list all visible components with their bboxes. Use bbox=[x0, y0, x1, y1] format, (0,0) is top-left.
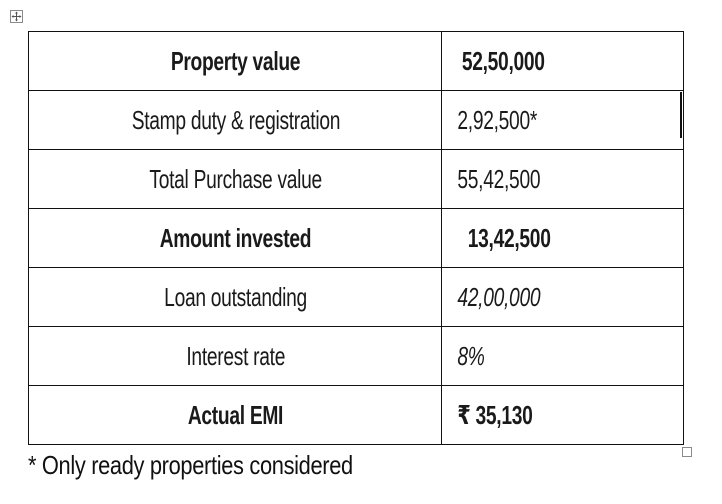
row-value: 13,42,500 bbox=[466, 222, 550, 253]
table-cell-value[interactable]: ₹ 35,130 bbox=[455, 385, 670, 445]
table-row: Total Purchase value 55,42,500 bbox=[29, 149, 684, 209]
table-move-handle-icon[interactable] bbox=[10, 10, 23, 23]
row-label: Amount invested bbox=[159, 222, 311, 253]
table-cell-label[interactable]: Interest rate bbox=[52, 326, 418, 386]
table-cell-value[interactable]: 8% bbox=[455, 326, 670, 386]
table-cell-label[interactable]: Amount invested bbox=[52, 208, 418, 268]
row-value: 52,50,000 bbox=[460, 45, 544, 76]
table-row: Actual EMI ₹ 35,130 bbox=[29, 385, 684, 445]
table-cell-value[interactable]: 52,50,000 bbox=[455, 31, 670, 91]
text-cursor bbox=[680, 92, 682, 138]
row-label: Actual EMI bbox=[187, 399, 283, 430]
row-value: ₹ 35,130 bbox=[456, 399, 532, 430]
table-cell-label[interactable]: Property value bbox=[52, 31, 418, 91]
row-label: Stamp duty & registration bbox=[130, 104, 340, 135]
table-cell-label[interactable]: Loan outstanding bbox=[52, 267, 418, 327]
table-cell-label[interactable]: Total Purchase value bbox=[52, 149, 418, 209]
property-investment-table: Property value 52,50,000 Stamp duty & re… bbox=[28, 31, 684, 445]
table-row: Interest rate 8% bbox=[29, 326, 684, 386]
table-cell-value[interactable]: 42,00,000 bbox=[455, 267, 670, 327]
table-cell-label[interactable]: Actual EMI bbox=[52, 385, 418, 445]
row-label: Total Purchase value bbox=[148, 163, 322, 194]
row-value: 42,00,000 bbox=[456, 281, 540, 312]
table-resize-handle-icon[interactable] bbox=[682, 447, 692, 457]
row-value: 8% bbox=[456, 340, 484, 371]
table-row: Stamp duty & registration 2,92,500* bbox=[29, 90, 684, 150]
table-cell-label[interactable]: Stamp duty & registration bbox=[52, 90, 418, 150]
row-value: 2,92,500* bbox=[456, 104, 537, 135]
row-label: Property value bbox=[170, 45, 300, 76]
row-label: Loan outstanding bbox=[163, 281, 307, 312]
table-cell-value[interactable]: 2,92,500* bbox=[455, 90, 670, 150]
footnote: * Only ready properties considered bbox=[28, 450, 353, 480]
table-row: Property value 52,50,000 bbox=[29, 31, 684, 91]
table-cell-value[interactable]: 13,42,500 bbox=[455, 208, 670, 268]
row-label: Interest rate bbox=[185, 340, 285, 371]
table-row: Loan outstanding 42,00,000 bbox=[29, 267, 684, 327]
table-row: Amount invested 13,42,500 bbox=[29, 208, 684, 268]
row-value: 55,42,500 bbox=[456, 163, 540, 194]
table-cell-value[interactable]: 55,42,500 bbox=[455, 149, 670, 209]
